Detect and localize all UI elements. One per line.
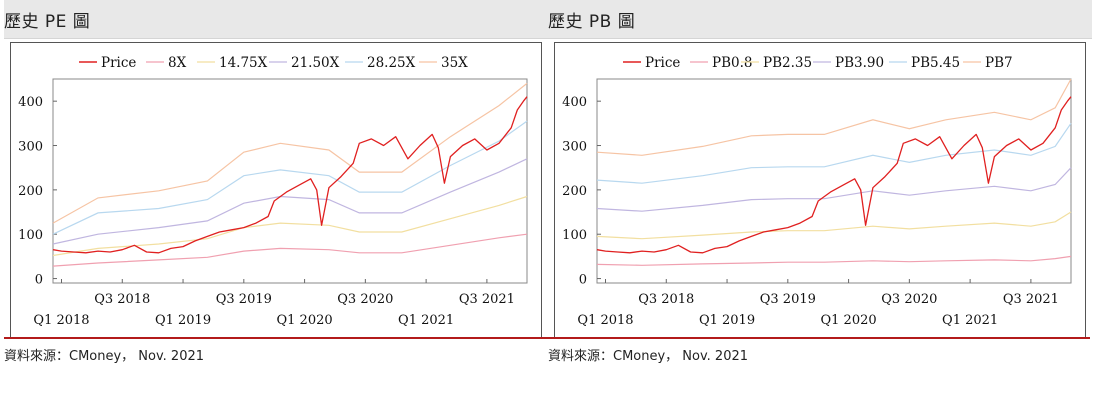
- pe-chart: Price 8X 14.75X 21.50X 28.25X 35X 0 100 200 300 40…: [18, 55, 528, 328]
- pb-legend-item-pb7: PB7: [963, 55, 1013, 71]
- pe-ytick-label: 200: [18, 184, 43, 199]
- pb-legend-item-pb2-35: PB2.35: [741, 55, 812, 71]
- pb-source-note: 資料來源：CMoney， Nov. 2021: [548, 349, 749, 364]
- pb-band-pb0-8: [596, 255, 1072, 266]
- pb-ytick-label: 300: [562, 140, 587, 155]
- pe-legend-label: 28.25X: [367, 55, 416, 71]
- pb-legend-item-pb0-8: PB0.8: [690, 55, 752, 71]
- pb-chart-frame: Price PB0.8 PB2.35 PB3.90 PB5.45 PB7 0 100 200 30…: [554, 42, 1086, 338]
- pb-legend-item-pb5-45: PB5.45: [889, 55, 960, 71]
- pb-xtick-label-bottom: Q1 2020: [821, 313, 877, 328]
- pe-band-8x: [52, 233, 528, 267]
- pb-legend-item-pb3-90: PB3.90: [813, 55, 884, 71]
- pb-chart: Price PB0.8 PB2.35 PB3.90 PB5.45 PB7 0 100 200 30…: [562, 55, 1072, 328]
- pe-legend-item-28-25x: 28.25X: [345, 55, 416, 71]
- pb-xtick-label-bottom: Q1 2019: [699, 313, 755, 328]
- pb-xtick-label-bottom: Q1 2018: [577, 313, 633, 328]
- pe-legend-item-8x: 8X: [146, 55, 187, 71]
- pe-ytick-label: 100: [18, 228, 43, 243]
- pb-ytick-label: 200: [562, 184, 587, 199]
- pb-legend-label: PB3.90: [835, 55, 884, 71]
- pb-band-pb2-35: [596, 211, 1072, 240]
- divider-rule: [4, 337, 1090, 339]
- pb-legend-label: PB2.35: [763, 55, 812, 71]
- pb-plot-frame: [596, 78, 1072, 284]
- pe-title: 歷史 PE 圖: [4, 11, 91, 32]
- pe-band-35x: [52, 82, 528, 224]
- pb-xtick-label-top: Q3 2019: [760, 292, 816, 307]
- pe-plot-frame: [52, 78, 528, 284]
- pe-chart-frame: Price 8X 14.75X 21.50X 28.25X 35X 0 100 200 300 40…: [10, 42, 542, 338]
- pe-xtick-label-top: Q3 2021: [459, 292, 515, 307]
- pe-legend-item-35x: 35X: [419, 55, 468, 71]
- pb-xtick-label-top: Q3 2020: [881, 292, 937, 307]
- pe-legend-label: 14.75X: [219, 55, 268, 71]
- pb-title-bar: 歷史 PB 圖: [548, 0, 1092, 39]
- pe-ytick-label: 0: [35, 273, 43, 288]
- pe-ytick-label: 400: [18, 95, 43, 110]
- pe-xtick-label-bottom: Q1 2018: [33, 313, 89, 328]
- pb-band-pb7: [596, 78, 1072, 156]
- pe-xtick-label-top: Q3 2018: [94, 292, 150, 307]
- pb-ytick-label: 100: [562, 228, 587, 243]
- pe-band-14-75x: [52, 195, 528, 257]
- pe-legend-item-14-75x: 14.75X: [197, 55, 268, 71]
- pe-legend-label: 35X: [441, 55, 468, 71]
- pe-xtick-label-bottom: Q1 2020: [277, 313, 333, 328]
- pe-xtick-label-bottom: Q1 2021: [398, 313, 454, 328]
- pe-panel: 歷史 PE 圖 Price 8X 14.75X 21.50X 28.25X 35X 0 100…: [4, 0, 548, 364]
- pe-xtick-label-top: Q3 2019: [216, 292, 272, 307]
- pb-legend-label: PB7: [985, 55, 1013, 71]
- pb-title: 歷史 PB 圖: [548, 11, 636, 32]
- pb-legend-label: Price: [645, 55, 680, 71]
- pb-legend-label: PB0.8: [712, 55, 752, 71]
- pb-legend-item-price: Price: [623, 55, 680, 71]
- pe-title-bar: 歷史 PE 圖: [4, 0, 548, 39]
- pe-legend-item-21-50x: 21.50X: [269, 55, 340, 71]
- pe-xtick-label-bottom: Q1 2019: [155, 313, 211, 328]
- pe-source-note: 資料來源：CMoney， Nov. 2021: [4, 349, 205, 364]
- pb-band-pb5-45: [596, 122, 1072, 184]
- pe-legend-item-price: Price: [79, 55, 136, 71]
- pe-band-21-50x: [52, 158, 528, 245]
- pe-xtick-label-top: Q3 2020: [337, 292, 393, 307]
- pb-ytick-label: 400: [562, 95, 587, 110]
- pe-price-line: [52, 96, 528, 254]
- pb-legend-label: PB5.45: [911, 55, 960, 71]
- pe-legend-label: Price: [101, 55, 136, 71]
- pe-legend-label: 21.50X: [291, 55, 340, 71]
- pb-xtick-label-bottom: Q1 2021: [942, 313, 998, 328]
- pb-price-line: [596, 96, 1072, 254]
- pb-xtick-label-top: Q3 2021: [1003, 292, 1059, 307]
- pb-ytick-label: 0: [579, 273, 587, 288]
- pe-ytick-label: 300: [18, 140, 43, 155]
- pe-legend-label: 8X: [168, 55, 187, 71]
- pe-band-28-25x: [52, 120, 528, 235]
- pb-panel: 歷史 PB 圖 Price PB0.8 PB2.35 PB3.90 PB5.45 PB7 0…: [548, 0, 1092, 364]
- pb-xtick-label-top: Q3 2018: [638, 292, 694, 307]
